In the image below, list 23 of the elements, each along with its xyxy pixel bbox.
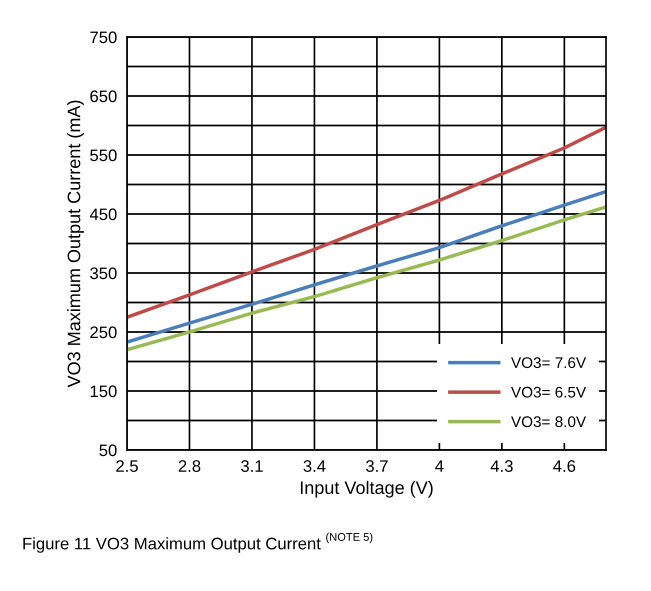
caption: Figure 11 VO3 Maximum Output Current (NOTE 5) — [23, 532, 372, 553]
y-tick-label: 50 — [99, 444, 117, 456]
y-tick-label: 550 — [90, 149, 117, 162]
y-tick-label: 450 — [90, 208, 117, 220]
legend-label: VO3= 8.0V — [511, 416, 586, 428]
x-tick-label: 3.7 — [366, 460, 388, 472]
line-series — [127, 126, 606, 319]
y-tick-label: 150 — [90, 385, 117, 398]
y-tick-label: 350 — [90, 267, 117, 280]
legend-label: VO3= 6.5V — [511, 386, 586, 398]
legend-label: VO3= 7.6V — [511, 357, 586, 368]
x-tick-label: 4.3 — [490, 460, 513, 472]
x-tick-label: 3.1 — [241, 460, 263, 472]
y-tick-label: 650 — [90, 90, 117, 102]
x-tick-label: 4.6 — [553, 460, 576, 472]
x-tick-label: 4 — [435, 460, 444, 472]
y-axis-title: VO3 Maximum Output Current (mA) — [67, 100, 84, 388]
y-tick-label: 250 — [90, 326, 117, 338]
x-tick-label: 2.5 — [116, 460, 138, 472]
x-axis-title: Input Voltage (V) — [300, 480, 433, 498]
x-tick-label: 3.4 — [303, 460, 326, 472]
x-tick-label: 2.8 — [178, 460, 200, 472]
y-tick-label: 750 — [90, 31, 117, 44]
